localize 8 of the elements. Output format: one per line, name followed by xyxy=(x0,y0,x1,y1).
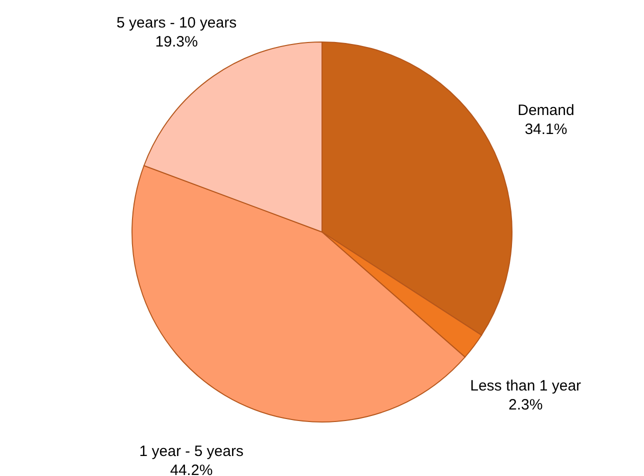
data-label: 2.3% xyxy=(508,396,543,414)
slice-label: Demand xyxy=(518,102,574,120)
data-label: 19.3% xyxy=(155,34,198,51)
slice-label: 1 year - 5 years xyxy=(139,443,244,460)
slice-label: Less than 1 year xyxy=(470,378,582,395)
data-label: 34.1% xyxy=(524,121,568,138)
data-label: 44.2% xyxy=(170,462,213,476)
slice-label: 5 years - 10 years xyxy=(116,14,237,32)
